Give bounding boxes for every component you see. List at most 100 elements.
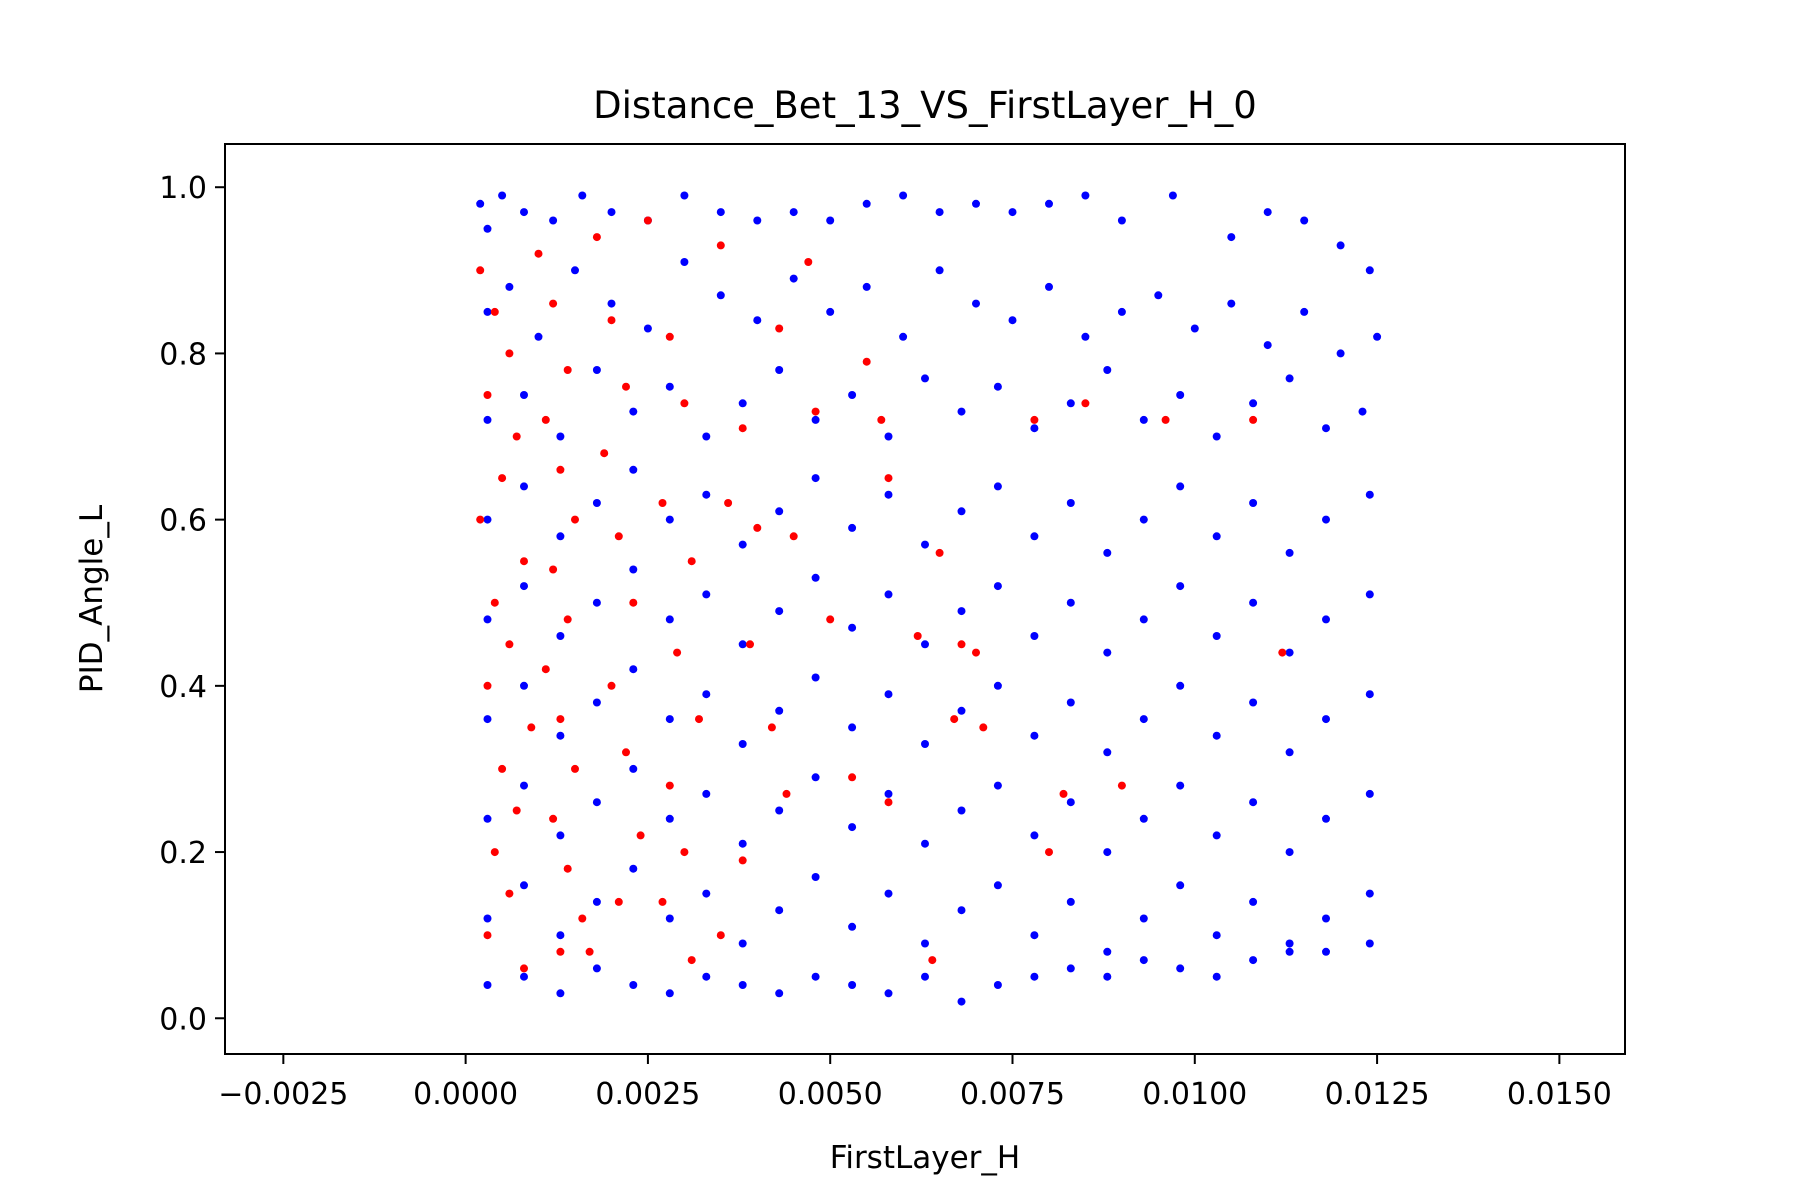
data-point <box>738 740 747 748</box>
data-point <box>607 208 616 217</box>
data-point <box>1030 415 1039 424</box>
data-point <box>1045 848 1053 857</box>
data-point <box>665 914 674 923</box>
data-point <box>877 415 886 424</box>
data-point <box>789 274 798 283</box>
data-point <box>862 199 871 208</box>
data-point <box>1249 415 1258 424</box>
data-point <box>483 981 492 989</box>
data-point <box>483 931 492 940</box>
data-point <box>1139 956 1148 965</box>
data-point <box>1103 947 1112 956</box>
x-tick-label: −0.0025 <box>218 1077 348 1112</box>
data-point <box>1030 731 1039 740</box>
data-point <box>1066 897 1075 906</box>
data-point <box>483 814 492 823</box>
y-tick-label: 0.8 <box>159 337 207 372</box>
data-point <box>520 781 528 790</box>
data-point <box>1066 798 1075 807</box>
data-point <box>1249 598 1258 607</box>
data-point <box>1212 972 1221 981</box>
data-point <box>1103 748 1112 757</box>
data-point <box>665 814 674 823</box>
data-point <box>563 366 572 374</box>
data-point <box>899 332 908 341</box>
data-point <box>629 764 638 773</box>
data-point <box>848 523 857 532</box>
data-point <box>1139 715 1148 724</box>
data-point <box>1365 590 1374 599</box>
data-point <box>1365 266 1374 275</box>
data-point <box>549 299 558 308</box>
data-point <box>1249 698 1258 707</box>
data-point <box>549 216 558 225</box>
data-point <box>1336 349 1345 358</box>
data-point <box>483 615 492 624</box>
data-point <box>775 806 784 815</box>
data-point <box>680 848 689 857</box>
data-point <box>680 191 689 200</box>
data-point <box>1066 399 1075 408</box>
data-point <box>490 598 499 607</box>
data-point <box>571 764 579 773</box>
data-point <box>1045 199 1053 208</box>
data-point <box>848 981 857 989</box>
data-point <box>1285 374 1294 383</box>
data-point <box>665 715 674 724</box>
data-point <box>1103 548 1112 557</box>
data-point <box>1045 282 1053 291</box>
data-point <box>1066 698 1075 707</box>
x-tick-label: 0.0000 <box>413 1077 518 1112</box>
data-point <box>541 415 550 424</box>
data-point <box>1365 690 1374 699</box>
data-point <box>673 648 682 657</box>
data-point <box>767 723 776 732</box>
data-point <box>498 764 507 773</box>
data-point <box>592 366 601 374</box>
data-point <box>1168 191 1177 200</box>
data-point <box>1285 848 1294 857</box>
data-point <box>1322 947 1330 956</box>
data-point <box>629 665 638 674</box>
data-point <box>1212 731 1221 740</box>
data-point <box>1285 939 1294 948</box>
data-point <box>702 789 711 798</box>
data-point <box>921 540 929 549</box>
data-point <box>1212 432 1221 441</box>
data-point <box>1358 407 1367 416</box>
data-point <box>921 640 929 649</box>
data-point <box>520 482 528 491</box>
x-tick-label: 0.0150 <box>1507 1077 1612 1112</box>
data-point <box>957 507 966 516</box>
data-point <box>520 881 528 890</box>
data-point <box>1176 781 1185 790</box>
data-point <box>1161 415 1170 424</box>
data-point <box>1322 914 1330 923</box>
data-point <box>483 224 492 233</box>
data-point <box>884 474 893 483</box>
data-point <box>1008 316 1017 325</box>
data-point <box>1103 848 1112 857</box>
data-point <box>884 490 893 499</box>
x-axis-label: FirstLayer_H <box>830 1140 1020 1176</box>
data-point <box>556 931 565 940</box>
data-point <box>1227 299 1236 308</box>
chart-title: Distance_Bet_13_VS_FirstLayer_H_0 <box>593 84 1257 127</box>
data-point <box>753 523 762 532</box>
data-point <box>811 673 820 682</box>
data-point <box>1227 233 1236 242</box>
data-point <box>483 515 492 524</box>
data-point <box>483 715 492 724</box>
data-point <box>993 881 1002 890</box>
data-point <box>665 781 674 790</box>
data-point <box>957 806 966 815</box>
data-point <box>884 789 893 798</box>
data-point <box>498 474 507 483</box>
data-point <box>753 316 762 325</box>
data-point <box>520 972 528 981</box>
data-point <box>957 706 966 715</box>
data-point <box>1139 814 1148 823</box>
y-tick-label: 0.4 <box>159 670 207 705</box>
data-point <box>1322 615 1330 624</box>
data-point <box>1322 715 1330 724</box>
